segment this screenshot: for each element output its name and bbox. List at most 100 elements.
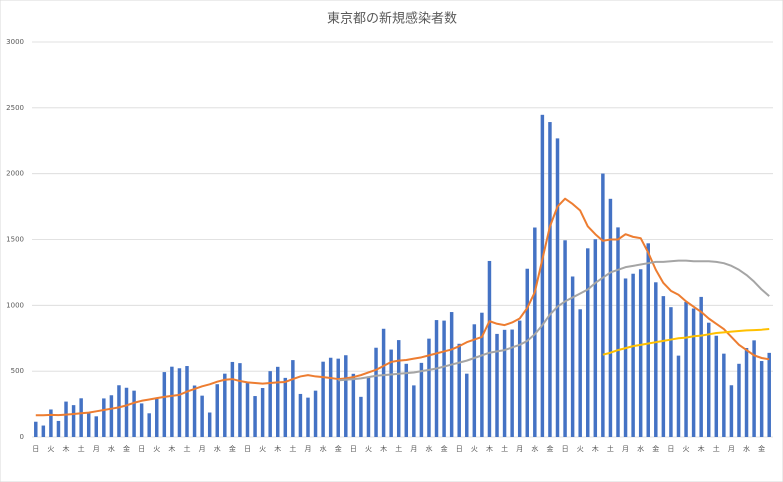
bar [41, 425, 46, 437]
x-tick-label: 金 [652, 444, 659, 453]
bar [419, 362, 424, 437]
bar [298, 393, 303, 437]
x-tick-label: 金 [546, 444, 553, 453]
bar [631, 273, 635, 437]
bar [238, 363, 242, 437]
bar [381, 328, 386, 437]
bar [147, 413, 151, 437]
bar [185, 366, 189, 437]
bar [661, 296, 666, 437]
bar [374, 347, 378, 437]
bar [56, 420, 61, 437]
line [35, 197, 770, 417]
bar [389, 349, 393, 437]
x-tick-label: 金 [335, 444, 342, 453]
bar [359, 396, 363, 437]
bar [706, 322, 711, 437]
bar [321, 361, 325, 437]
bar [230, 361, 235, 437]
bar [344, 355, 348, 437]
x-tick-label: 木 [698, 444, 705, 453]
bar [540, 114, 545, 437]
x-tick-label: 月 [516, 445, 523, 453]
bar [517, 320, 522, 437]
x-tick-label: 日 [138, 445, 145, 453]
bar [729, 385, 734, 437]
x-tick-label: 月 [410, 445, 417, 453]
x-tick-label: 月 [622, 445, 629, 453]
x-tick-label: 土 [289, 444, 296, 453]
x-tick-label: 火 [153, 445, 160, 453]
bar [412, 385, 416, 437]
x-tick-label: 日 [667, 445, 674, 453]
bar [586, 248, 590, 437]
bar [328, 357, 333, 437]
x-tick-label: 金 [441, 444, 448, 453]
x-tick-label: 火 [365, 445, 372, 453]
bar [669, 307, 673, 437]
bar [533, 227, 537, 437]
bar [638, 269, 643, 437]
bar [336, 358, 340, 437]
bar [283, 377, 288, 437]
x-tick-label: 土 [607, 444, 614, 453]
y-tick-label: 500 [11, 367, 24, 375]
x-tick-label: 水 [637, 444, 644, 453]
bar [691, 308, 696, 437]
x-tick-label: 土 [713, 444, 720, 453]
x-tick-label: 金 [758, 444, 765, 453]
bar [427, 338, 431, 437]
bar [215, 384, 219, 437]
bar [442, 320, 446, 437]
bar [155, 397, 159, 437]
bar [759, 361, 764, 437]
x-tick-label: 土 [501, 444, 508, 453]
bar [722, 353, 726, 437]
bar [306, 397, 310, 437]
x-tick-label: 土 [184, 444, 191, 453]
bar [457, 343, 461, 437]
bar [276, 366, 280, 437]
bar [555, 138, 560, 437]
x-tick-label: 金 [123, 444, 130, 453]
bar [449, 312, 454, 437]
bar [109, 395, 114, 437]
bar [465, 373, 469, 437]
bar [102, 398, 106, 437]
bar [34, 421, 38, 437]
y-tick-label: 3000 [6, 38, 24, 46]
bar [260, 388, 265, 437]
x-tick-label: 月 [93, 445, 100, 453]
x-tick-label: 木 [168, 444, 175, 453]
bar [525, 268, 529, 437]
bar [654, 282, 658, 437]
bar [495, 333, 499, 437]
line [338, 259, 770, 382]
x-tick-label: 火 [683, 445, 690, 453]
bar [94, 416, 99, 437]
x-tick-label: 月 [199, 445, 206, 453]
bar [192, 385, 197, 437]
bar [608, 198, 613, 437]
bar [434, 320, 439, 437]
bar [676, 355, 681, 437]
bar [510, 329, 514, 437]
x-tick-label: 木 [592, 444, 599, 453]
x-tick-label: 水 [214, 444, 221, 453]
bar [480, 312, 484, 437]
y-tick-label: 2000 [6, 170, 24, 178]
bar [71, 405, 76, 437]
x-tick-label: 日 [456, 445, 463, 453]
bar [170, 366, 174, 437]
bar [366, 376, 371, 437]
bar [684, 301, 688, 437]
bar [207, 412, 212, 437]
x-tick-label: 水 [743, 444, 750, 453]
bar [49, 409, 53, 437]
x-tick-label: 木 [380, 444, 387, 453]
bar [253, 396, 257, 437]
bar [601, 173, 605, 437]
bar [313, 390, 318, 437]
